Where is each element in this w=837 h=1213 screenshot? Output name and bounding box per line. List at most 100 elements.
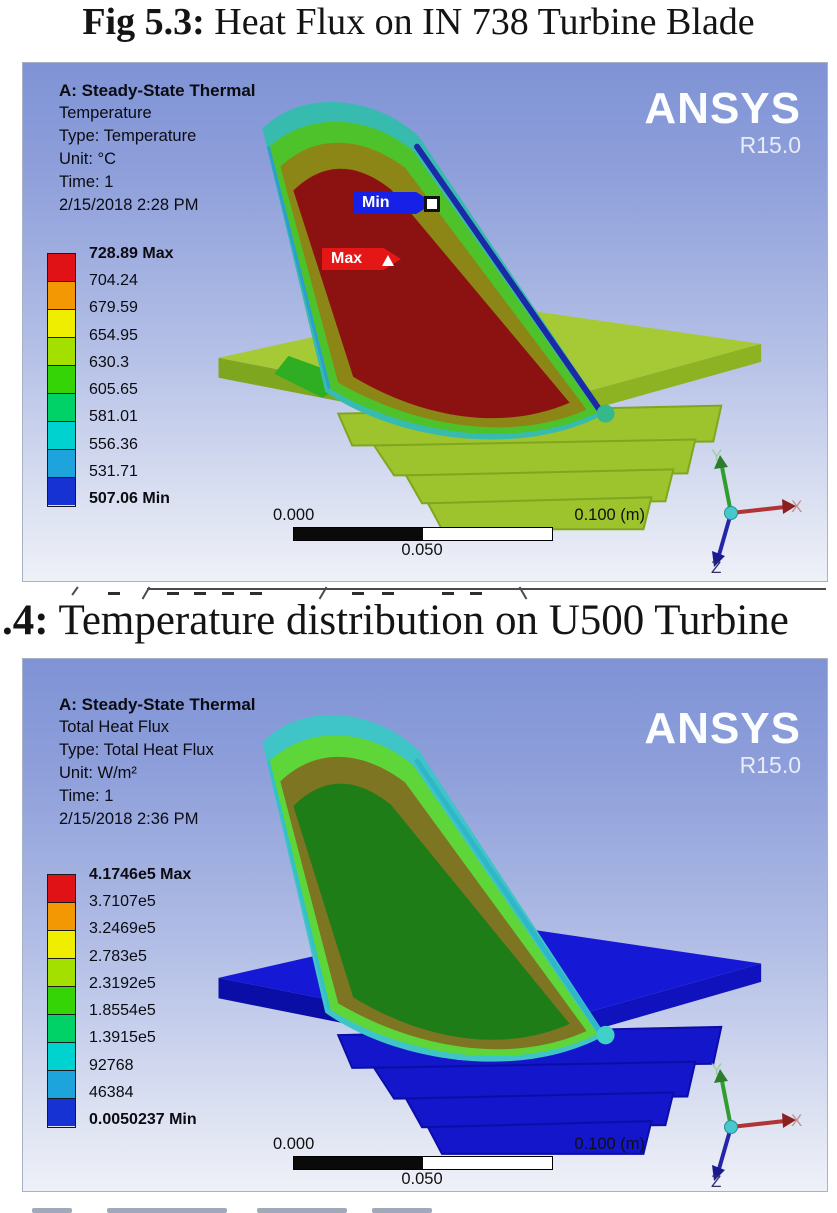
result-time: Time: 1: [59, 787, 114, 805]
root-slab: [372, 1060, 697, 1100]
min-marker-icon: [424, 196, 440, 212]
blade-trailing-edge: [414, 758, 605, 1037]
contour-legend: 728.89 Max 704.24 679.59 654.95 630.3 60…: [47, 245, 174, 507]
scale-bar-dark-half: [294, 528, 423, 540]
x-axis: [730, 505, 786, 515]
legend-band: [48, 310, 75, 338]
max-marker-icon: [382, 255, 394, 266]
legend-label: 556.36: [89, 435, 138, 453]
legend-label: 704.24: [89, 272, 138, 290]
y-axis-label: Y: [711, 1061, 722, 1079]
legend-min-label: 0.0050237 Min: [89, 1110, 197, 1128]
ansys-viewport-temperature: A: Steady-State Thermal Temperature Type…: [22, 62, 828, 582]
blade-leading-edge: [266, 146, 331, 390]
result-name: Temperature: [59, 104, 152, 122]
result-info-block: A: Steady-State Thermal Temperature Type…: [59, 79, 256, 217]
legend-labels: 4.1746e5 Max 3.7107e5 3.2469e5 2.783e5 2…: [89, 866, 197, 1128]
ansys-viewport-heat-flux: A: Steady-State Thermal Total Heat Flux …: [22, 658, 828, 1192]
legend-colorbar: [47, 253, 76, 507]
root-slab: [404, 468, 675, 505]
legend-band: [48, 931, 75, 959]
legend-max-label: 728.89 Max: [89, 245, 174, 262]
axis-triad: Y X Z: [711, 1061, 802, 1189]
min-annotation-flag: Min: [353, 192, 434, 214]
scale-bar-dark-half: [294, 1157, 423, 1169]
legend-band: [48, 366, 75, 394]
triad-origin: [724, 1120, 738, 1134]
legend-label: 531.71: [89, 462, 138, 480]
ansys-logo: ANSYS R15.0: [644, 707, 801, 777]
blade-3d-scene[interactable]: [23, 675, 827, 1192]
scale-start-label: 0.000: [273, 506, 315, 524]
legend-label: 630.3: [89, 353, 130, 371]
clipped-tab-bar: [22, 582, 828, 601]
root-slab: [426, 496, 653, 531]
z-arrowhead-icon: [712, 1165, 725, 1181]
ansys-logo-version: R15.0: [739, 132, 801, 158]
legend-label: 581.01: [89, 408, 138, 426]
legend-band: [48, 1099, 75, 1126]
analysis-title: A: Steady-State Thermal: [59, 695, 256, 714]
triad-origin: [724, 506, 738, 520]
blade-tip-spot: [596, 1025, 615, 1045]
legend-label: 654.95: [89, 326, 138, 344]
legend-band: [48, 1043, 75, 1071]
legend-min-label: 507.06 Min: [89, 489, 170, 507]
y-axis: [720, 466, 733, 514]
max-annotation-flag: Max: [322, 248, 401, 270]
legend-band: [48, 1071, 75, 1099]
max-flag-label: Max: [331, 250, 363, 267]
root-slab: [426, 1120, 653, 1155]
result-type: Type: Total Heat Flux: [59, 741, 214, 759]
caption-fig-5-3: Fig 5.3: Heat Flux on IN 738 Turbine Bla…: [0, 0, 837, 44]
root-slab: [372, 438, 697, 477]
legend-label: 92768: [89, 1056, 134, 1074]
legend-labels: 728.89 Max 704.24 679.59 654.95 630.3 60…: [89, 245, 174, 507]
legend-band: [48, 987, 75, 1015]
result-unit: Unit: °C: [59, 150, 117, 168]
legend-colorbar: [47, 874, 76, 1128]
axis-triad: Y X Z: [711, 447, 802, 575]
caption-fig-5-4: .4: Temperature distribution on U500 Tur…: [2, 596, 837, 645]
legend-band: [48, 394, 75, 422]
z-axis-label: Z: [711, 558, 721, 575]
z-arrowhead-icon: [712, 551, 725, 567]
x-arrowhead-icon: [782, 499, 796, 514]
legend-band: [48, 254, 75, 282]
legend-band: [48, 959, 75, 987]
legend-band: [48, 450, 75, 478]
scale-end-label: 0.100 (m): [574, 1135, 645, 1153]
result-time: Time: 1: [59, 173, 114, 191]
legend-band: [48, 903, 75, 931]
blade-trailing-edge: [414, 143, 605, 416]
legend-label: 1.8554e5: [89, 1002, 156, 1020]
ansys-logo-name: ANSYS: [644, 84, 801, 133]
legend-label: 46384: [89, 1083, 134, 1101]
legend-band: [48, 338, 75, 366]
legend-label: 3.7107e5: [89, 893, 156, 911]
ansys-logo-name: ANSYS: [644, 704, 801, 753]
scale-bar: [293, 1156, 553, 1170]
analysis-title: A: Steady-State Thermal: [59, 81, 256, 100]
caption-fig-5-3-prefix: Fig 5.3:: [82, 1, 205, 43]
ansys-logo: ANSYS R15.0: [644, 87, 801, 157]
legend-label: 2.3192e5: [89, 974, 156, 992]
result-timestamp: 2/15/2018 2:36 PM: [59, 810, 199, 828]
blade-core: [293, 783, 570, 1040]
scale-ruler: 0.000 0.100 (m) 0.050: [273, 1135, 645, 1189]
legend-band: [48, 1015, 75, 1043]
clipped-bottom-remnant: [22, 1192, 828, 1213]
caption-fig-5-4-text: Temperature distribution on U500 Turbine: [48, 597, 789, 644]
scale-ruler: 0.000 0.100 (m) 0.050: [273, 506, 645, 560]
z-axis: [717, 512, 733, 556]
legend-band: [48, 478, 75, 505]
result-unit: Unit: W/m²: [59, 764, 137, 782]
caption-fig-5-3-text: Heat Flux on IN 738 Turbine Blade: [204, 1, 755, 43]
result-type: Type: Temperature: [59, 127, 197, 145]
x-axis: [730, 1119, 786, 1129]
min-flag-label: Min: [362, 194, 390, 211]
scale-start-label: 0.000: [273, 1135, 315, 1153]
scale-end-label: 0.100 (m): [574, 506, 645, 524]
scale-bar: [293, 527, 553, 541]
scale-mid-label: 0.050: [401, 541, 443, 559]
